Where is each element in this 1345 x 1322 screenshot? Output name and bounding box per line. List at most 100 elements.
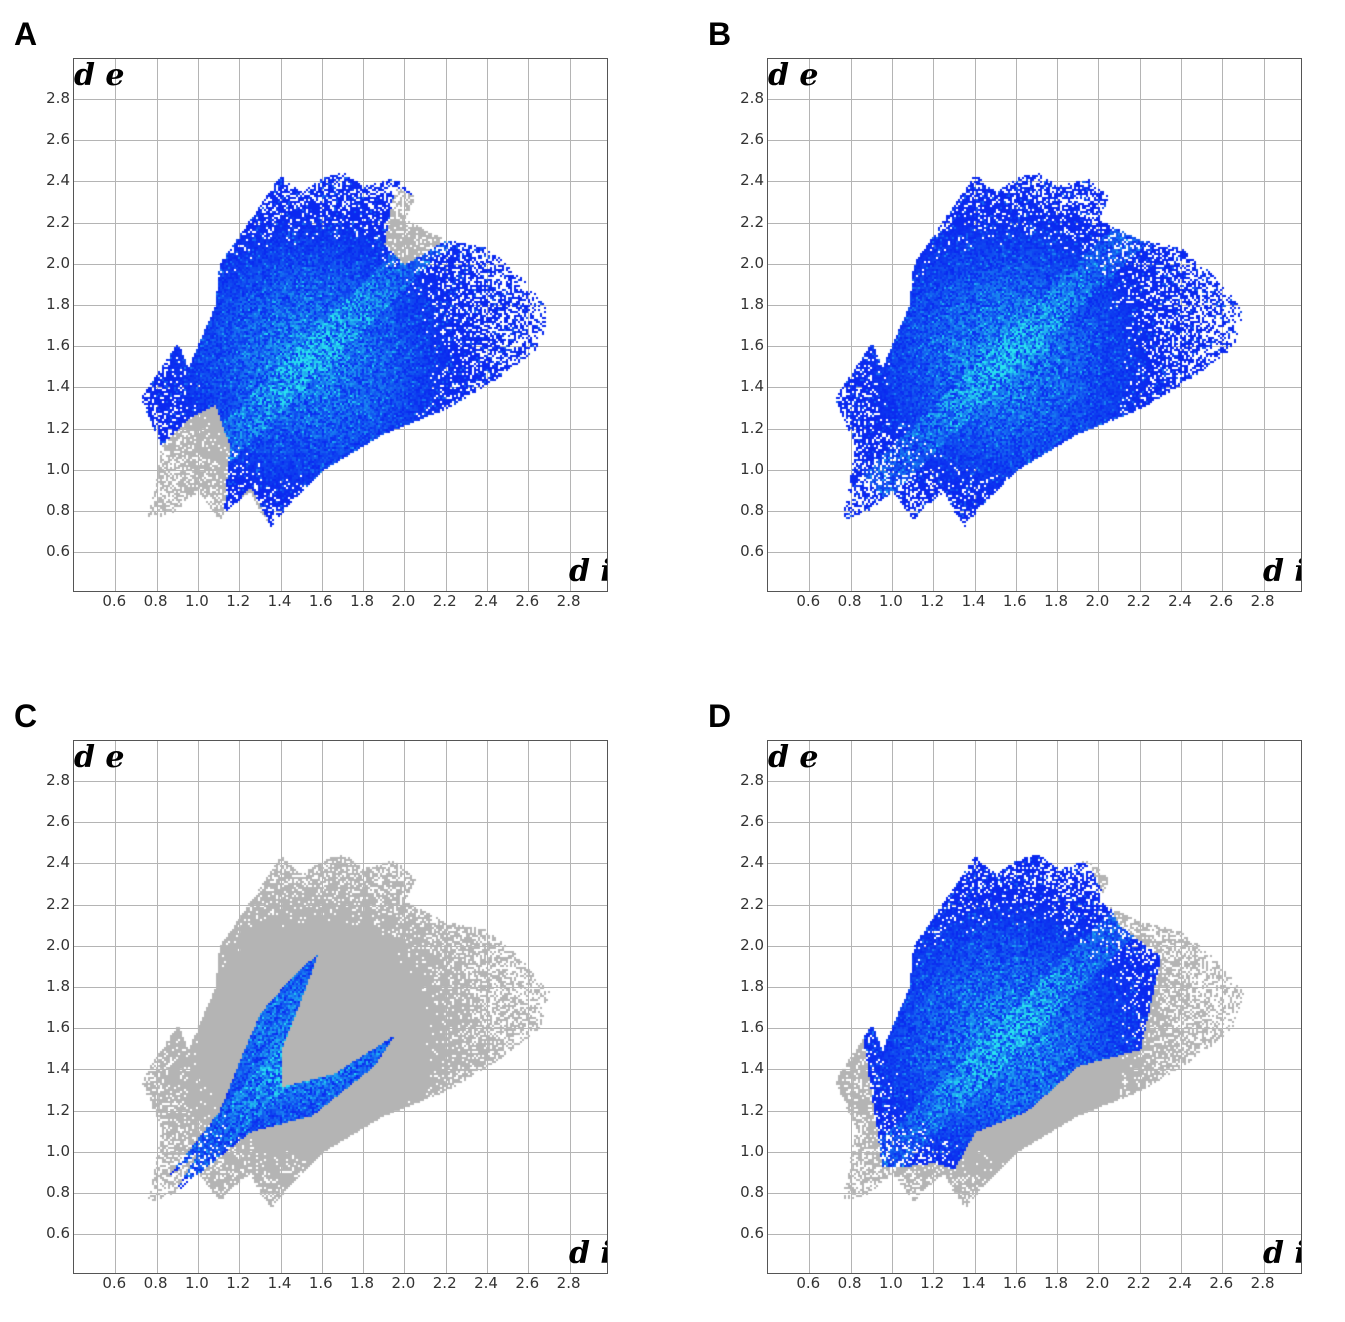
x-axis-label: d i	[1263, 554, 1302, 589]
y-tick-label: 2.6	[46, 130, 70, 149]
x-tick-label: 1.0	[878, 1274, 903, 1292]
y-tick-label: 0.6	[740, 1224, 764, 1243]
x-tick-label: 1.8	[1044, 592, 1069, 610]
y-tick-label: 0.6	[46, 542, 70, 561]
y-tick-label: 1.8	[740, 295, 764, 313]
x-tick-label: 1.4	[961, 592, 986, 610]
y-tick-label: 2.2	[46, 212, 70, 231]
y-tick-label: 2.6	[46, 812, 70, 831]
y-tick-label: 2.4	[46, 171, 70, 190]
x-axis-label: d i	[1263, 1236, 1302, 1271]
y-tick-label: 0.8	[46, 1183, 70, 1201]
x-tick-label: 2.2	[432, 1274, 457, 1292]
y-tick-label: 2.4	[740, 171, 764, 190]
x-tick-label: 1.2	[226, 592, 251, 610]
y-tick-label: 1.2	[740, 1100, 764, 1119]
x-axis-label: d i	[569, 554, 608, 589]
y-tick-label: 1.6	[740, 1018, 764, 1037]
y-tick-label: 2.2	[740, 894, 764, 913]
y-tick-label: 0.8	[46, 501, 70, 519]
plot-area: d e d i	[73, 740, 608, 1274]
y-tick-label: 2.0	[740, 253, 764, 272]
plot-area: d e d i	[767, 740, 1302, 1274]
x-tick-label: 0.8	[143, 592, 168, 610]
x-tick-label: 1.8	[1044, 1274, 1069, 1292]
y-tick-label: 2.6	[740, 812, 764, 831]
x-tick-label: 2.8	[556, 592, 581, 610]
x-tick-label: 1.4	[961, 1274, 986, 1292]
y-tick-label: 1.0	[740, 1141, 764, 1160]
x-tick-label: 2.6	[515, 592, 540, 610]
y-tick-label: 1.6	[740, 336, 764, 355]
y-tick-label: 2.8	[46, 771, 70, 789]
x-tick-label: 2.2	[432, 592, 457, 610]
y-tick-label: 2.0	[46, 253, 70, 272]
y-tick-label: 0.6	[46, 1224, 70, 1243]
x-tick-label: 2.2	[1126, 1274, 1151, 1292]
y-tick-label: 1.0	[740, 459, 764, 478]
x-tick-label: 1.0	[184, 592, 209, 610]
y-tick-label: 1.6	[46, 336, 70, 355]
y-tick-label: 2.2	[740, 212, 764, 231]
x-tick-label: 1.8	[350, 592, 375, 610]
y-tick-label: 1.8	[740, 977, 764, 995]
x-tick-label: 2.8	[1250, 592, 1275, 610]
x-tick-label: 0.6	[796, 592, 821, 610]
y-tick-label: 2.8	[740, 771, 764, 789]
fingerprint-points	[74, 741, 607, 1273]
x-tick-label: 2.0	[1085, 592, 1110, 610]
y-tick-label: 1.4	[46, 377, 70, 396]
x-tick-label: 2.0	[391, 592, 416, 610]
plot-area: d e d i	[73, 58, 608, 592]
x-tick-label: 0.8	[837, 592, 862, 610]
y-tick-label: 1.2	[46, 1100, 70, 1119]
y-tick-label: 1.4	[740, 377, 764, 396]
y-tick-label: 1.8	[46, 295, 70, 313]
y-tick-label: 2.0	[46, 935, 70, 954]
y-tick-label: 0.6	[740, 542, 764, 561]
x-axis-label: d i	[569, 1236, 608, 1271]
x-tick-label: 0.6	[102, 1274, 127, 1292]
panel-letter: B	[708, 16, 732, 52]
x-tick-label: 2.4	[474, 592, 498, 610]
y-axis-label: d e	[768, 58, 819, 93]
y-tick-label: 1.4	[46, 1059, 70, 1078]
x-tick-label: 1.4	[267, 592, 292, 610]
y-axis-label: d e	[74, 58, 125, 93]
x-tick-label: 1.4	[267, 1274, 292, 1292]
x-tick-label: 2.4	[1168, 592, 1192, 610]
y-tick-label: 2.4	[740, 853, 764, 872]
y-tick-label: 0.8	[740, 501, 764, 519]
y-tick-label: 1.8	[46, 977, 70, 995]
y-axis-label: d e	[768, 740, 819, 775]
x-tick-label: 2.6	[515, 1274, 540, 1292]
x-tick-label: 2.0	[391, 1274, 416, 1292]
x-tick-label: 1.8	[350, 1274, 375, 1292]
x-tick-label: 2.6	[1209, 592, 1234, 610]
x-tick-label: 1.0	[184, 1274, 209, 1292]
x-tick-label: 2.2	[1126, 592, 1151, 610]
y-tick-label: 1.0	[46, 1141, 70, 1160]
x-tick-label: 1.2	[920, 1274, 945, 1292]
fingerprint-points	[74, 59, 607, 591]
panel-letter: D	[708, 698, 732, 734]
fingerprint-points	[768, 59, 1301, 591]
y-tick-label: 2.4	[46, 853, 70, 872]
x-tick-label: 1.6	[308, 1274, 333, 1292]
x-tick-label: 1.6	[1002, 1274, 1027, 1292]
x-tick-label: 2.0	[1085, 1274, 1110, 1292]
x-tick-label: 0.6	[102, 592, 127, 610]
x-tick-label: 2.8	[556, 1274, 581, 1292]
panel-letter: A	[14, 16, 38, 52]
y-tick-label: 2.2	[46, 894, 70, 913]
plot-area: d e d i	[767, 58, 1302, 592]
panel-letter: C	[14, 698, 38, 734]
x-tick-label: 0.8	[143, 1274, 168, 1292]
x-tick-label: 2.8	[1250, 1274, 1275, 1292]
y-axis-label: d e	[74, 740, 125, 775]
x-tick-label: 2.4	[474, 1274, 498, 1292]
